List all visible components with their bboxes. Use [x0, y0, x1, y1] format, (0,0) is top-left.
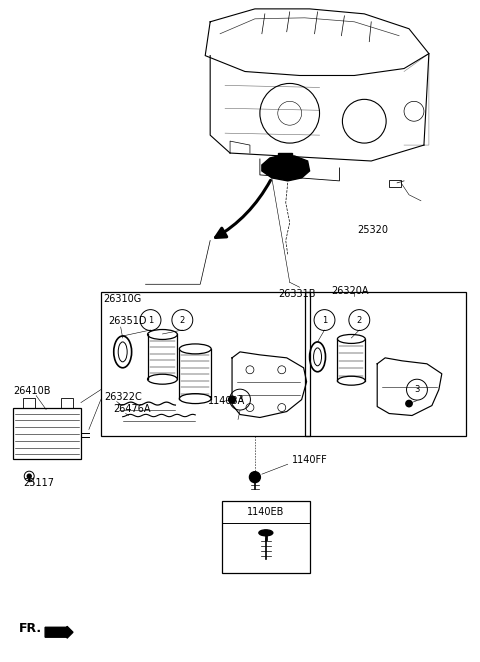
Text: 3: 3: [414, 385, 420, 394]
Text: 26410B: 26410B: [13, 386, 51, 396]
Bar: [305, 292, 466, 436]
Circle shape: [250, 472, 260, 483]
Circle shape: [228, 396, 236, 403]
Bar: [23, 398, 35, 408]
Text: 2: 2: [180, 316, 185, 324]
Text: FR.: FR.: [19, 622, 42, 636]
Bar: [101, 292, 310, 436]
Text: 26331B: 26331B: [278, 289, 315, 299]
Text: 3: 3: [237, 395, 243, 404]
Text: 11403A: 11403A: [208, 396, 245, 406]
Text: 1: 1: [148, 316, 153, 324]
Circle shape: [406, 401, 412, 406]
Text: 1140FF: 1140FF: [292, 455, 327, 465]
Bar: [13, 408, 81, 459]
Text: 25117: 25117: [23, 478, 54, 488]
Text: 26310G: 26310G: [103, 294, 141, 304]
Bar: [389, 180, 401, 187]
Circle shape: [27, 474, 31, 478]
Text: 26476A: 26476A: [114, 404, 151, 414]
Text: 26320A: 26320A: [332, 286, 369, 296]
Text: 25320: 25320: [357, 224, 388, 234]
FancyArrow shape: [45, 626, 73, 638]
Polygon shape: [278, 153, 292, 161]
Text: 1140EB: 1140EB: [247, 507, 285, 517]
Ellipse shape: [259, 530, 273, 536]
Polygon shape: [262, 155, 310, 181]
Text: 1: 1: [322, 316, 327, 324]
Text: 26322C: 26322C: [104, 392, 142, 402]
Bar: [61, 398, 73, 408]
Bar: [222, 501, 310, 573]
Text: 2: 2: [357, 316, 362, 324]
Text: 26351D: 26351D: [108, 316, 146, 326]
